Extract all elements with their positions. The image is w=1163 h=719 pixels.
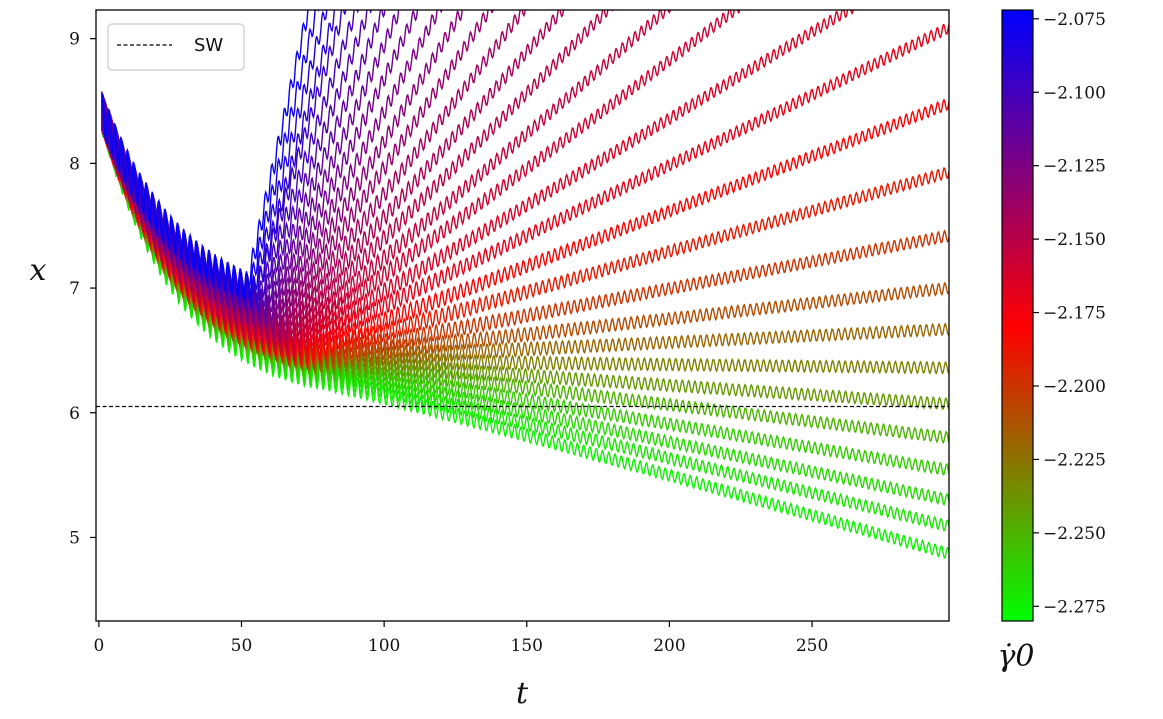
series-layer <box>101 10 949 560</box>
x-tick-label: 250 <box>796 636 828 656</box>
colorbar-ticks: −2.075 −2.100 −2.125 −2.150 −2.175 −2.200 −2.2… <box>1033 10 1106 617</box>
x-axis: 0 50 100 150 200 250 <box>93 621 828 656</box>
x-axis-label: t <box>516 676 529 711</box>
y-tick-label: 7 <box>69 279 80 299</box>
y-axis: 5 6 7 8 9 <box>69 30 96 548</box>
series-line <box>101 10 309 300</box>
series-line <box>101 10 614 349</box>
y-tick-label: 5 <box>69 528 80 548</box>
series-line <box>101 10 859 359</box>
y-tick-label: 8 <box>69 154 80 174</box>
legend-sw-label: SW <box>194 35 223 56</box>
x-tick-label: 0 <box>93 636 104 656</box>
y-tick-label: 6 <box>69 404 80 424</box>
series-line <box>101 10 671 354</box>
series-line <box>101 10 741 356</box>
x-tick-label: 50 <box>231 636 253 656</box>
x-tick-label: 200 <box>653 636 685 656</box>
colorbar-tick-label: −2.125 <box>1043 157 1106 177</box>
colorbar-gradient <box>1001 9 1034 622</box>
colorbar-tick-label: −2.100 <box>1043 83 1106 103</box>
colorbar-tick-label: −2.075 <box>1043 10 1106 30</box>
y-tick-label: 9 <box>69 30 80 50</box>
colorbar-tick-label: −2.225 <box>1043 450 1106 470</box>
plot-frame <box>95 9 950 622</box>
colorbar-tick-label: −2.250 <box>1043 524 1106 544</box>
colorbar: −2.075 −2.100 −2.125 −2.150 −2.175 −2.200 −2.2… <box>997 9 1106 674</box>
y-axis-label: x <box>30 253 47 288</box>
colorbar-tick-label: −2.200 <box>1043 377 1106 397</box>
colorbar-tick-label: −2.275 <box>1043 597 1106 617</box>
legend-box <box>107 23 245 71</box>
x-tick-label: 150 <box>511 636 543 656</box>
colorbar-tick-label: −2.175 <box>1043 304 1106 324</box>
legend: SW <box>107 23 245 71</box>
colorbar-tick-label: −2.150 <box>1043 230 1106 250</box>
x-tick-label: 100 <box>368 636 400 656</box>
colorbar-label: γ̇0 <box>997 639 1034 674</box>
